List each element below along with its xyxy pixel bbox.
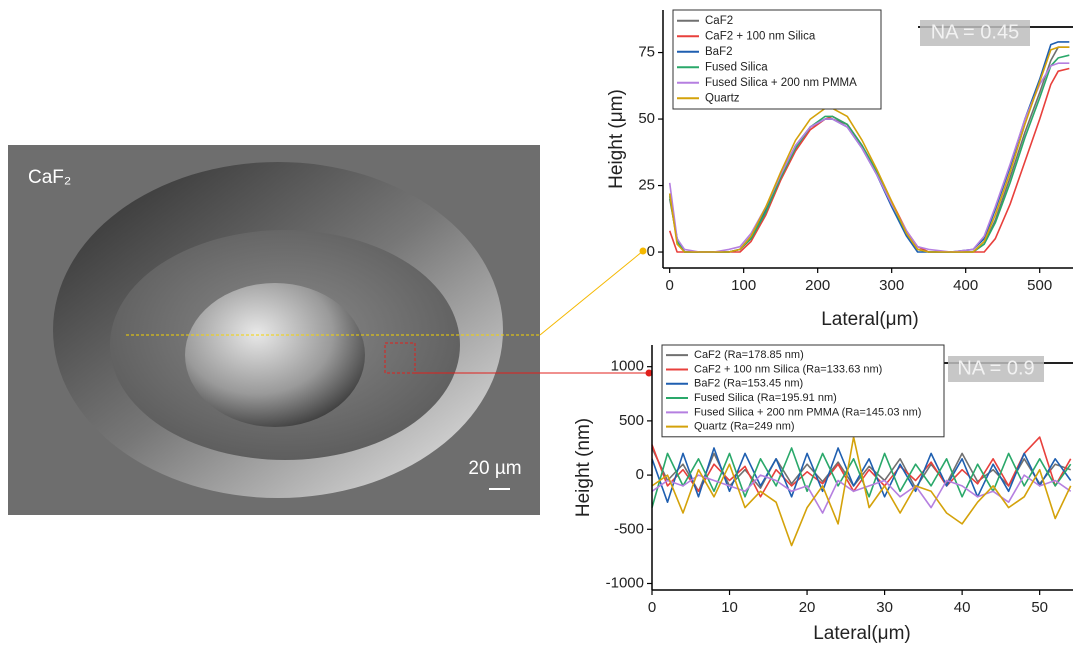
legend-label: CaF2 (Ra=178.85 nm) <box>694 349 804 361</box>
series-line <box>668 62 1070 253</box>
y-tick-label: 0 <box>636 466 644 483</box>
y-tick-label: 25 <box>638 177 655 194</box>
x-axis-label: Lateral(μm) <box>813 623 911 644</box>
sem-label: CaF₂ <box>28 167 71 188</box>
y-tick-label: 500 <box>619 412 644 429</box>
y-tick-label: 1000 <box>611 358 644 375</box>
y-axis-label: Height (nm) <box>573 418 594 517</box>
y-axis-label: Height (μm) <box>606 89 627 189</box>
chart: NA = 0.9 0 10 20 30 40 50 -1000 -500 0 500 1000 Late… <box>573 344 1073 644</box>
chart: NA = 0.45 0 100 200 300 400 500 0 25 50 75 Lateral(… <box>606 9 1073 330</box>
x-tick-label: 300 <box>879 277 904 294</box>
annotation: NA = 0.9 <box>957 357 1034 379</box>
legend-box <box>661 344 945 438</box>
x-tick-label: 30 <box>876 599 893 616</box>
legend-label: CaF2 + 100 nm Silica (Ra=133.63 nm) <box>694 363 882 375</box>
legend-label: BaF2 <box>705 46 733 58</box>
series-line <box>668 46 1070 253</box>
y-tick-label: -1000 <box>606 574 644 591</box>
connector-dot <box>639 247 647 255</box>
x-tick-label: 500 <box>1027 277 1052 294</box>
annotation-box <box>920 20 1030 46</box>
y-tick-label: 75 <box>638 44 655 61</box>
legend-label: Quartz <box>705 92 740 104</box>
x-tick-label: 10 <box>721 599 738 616</box>
legend-label: CaF2 <box>705 15 733 27</box>
legend-label: Fused Silica + 200 nm PMMA <box>705 77 857 89</box>
y-tick-label: -500 <box>614 520 644 537</box>
legend: CaF2 CaF2 + 100 nm Silica BaF2 Fused Silica… <box>672 9 882 110</box>
legend-label: Fused Silica <box>705 61 768 73</box>
connector <box>539 250 644 336</box>
x-tick-label: 400 <box>953 277 978 294</box>
legend-box <box>672 9 882 110</box>
x-tick-label: 0 <box>648 599 656 616</box>
series-line <box>651 436 1072 547</box>
roughness-region <box>384 342 416 374</box>
series-line <box>651 447 1072 508</box>
annotation-box <box>948 356 1044 382</box>
y-tick-label: 50 <box>638 110 655 127</box>
x-tick-label: 20 <box>799 599 816 616</box>
legend-label: BaF2 (Ra=153.45 nm) <box>694 378 803 390</box>
x-tick-label: 40 <box>954 599 971 616</box>
scale-bar-label: 20 µm <box>468 458 521 479</box>
legend-label: CaF2 + 100 nm Silica <box>705 30 816 42</box>
x-tick-label: 200 <box>805 277 830 294</box>
legend: CaF2 (Ra=178.85 nm) CaF2 + 100 nm Silica … <box>661 344 945 438</box>
legend-label: Quartz (Ra=249 nm) <box>694 421 795 433</box>
x-tick-label: 100 <box>731 277 756 294</box>
x-axis-label: Lateral(μm) <box>821 309 919 330</box>
x-tick-label: 0 <box>665 277 673 294</box>
annotation: NA = 0.45 <box>931 21 1019 43</box>
y-tick-label: 0 <box>647 243 655 260</box>
sem-image: CaF₂ 20 µm <box>8 145 540 515</box>
x-tick-label: 50 <box>1031 599 1048 616</box>
dome <box>185 283 365 427</box>
legend-label: Fused Silica (Ra=195.91 nm) <box>694 392 837 404</box>
legend-label: Fused Silica + 200 nm PMMA (Ra=145.03 nm… <box>694 406 921 418</box>
connector-dot <box>645 369 653 377</box>
